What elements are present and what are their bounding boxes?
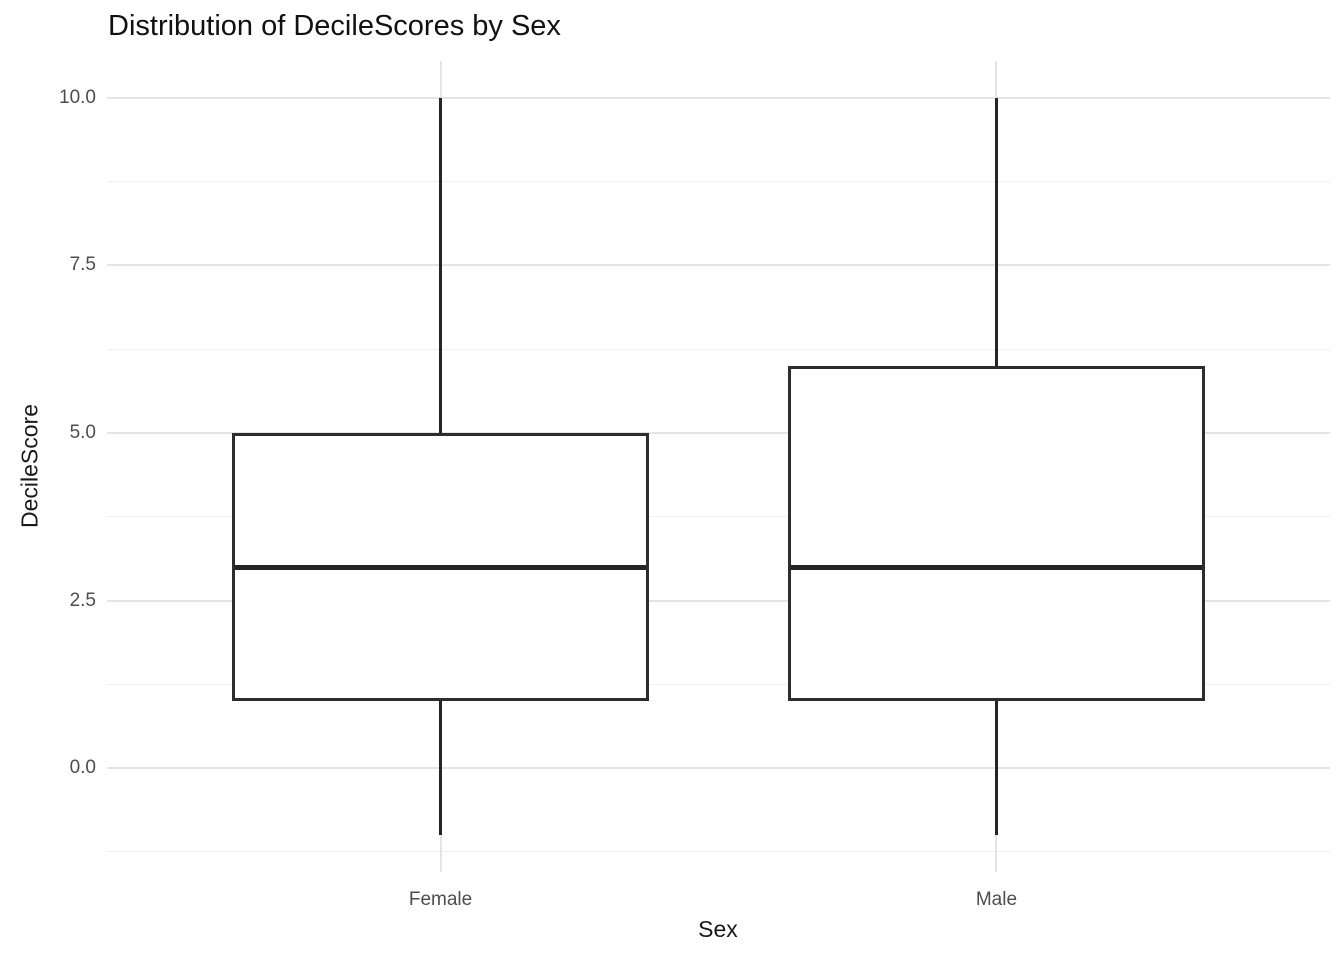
gridline-major — [107, 767, 1330, 770]
y-tick-label: 5.0 — [69, 421, 96, 443]
gridline-minor — [107, 851, 1330, 853]
y-tick-label: 7.5 — [69, 254, 96, 276]
median-line-male — [790, 564, 1202, 570]
median-line-female — [235, 564, 647, 570]
gridline-minor — [107, 181, 1330, 183]
gridline-minor — [107, 348, 1330, 350]
gridline-major — [107, 431, 1330, 434]
y-tick-label: 2.5 — [69, 589, 96, 611]
x-tick-label-male: Male — [975, 889, 1018, 910]
x-axis-title: Sex — [698, 916, 738, 942]
y-tick-label: 10.0 — [59, 86, 96, 108]
gridline-major — [107, 264, 1330, 267]
chart-title: Distribution of DecileScores by Sex — [108, 10, 561, 42]
boxplot-box-male — [787, 365, 1205, 702]
boxplot-box-female — [232, 432, 650, 702]
x-tick-label-female: Female — [408, 889, 473, 910]
y-tick-label: 0.0 — [69, 757, 96, 779]
gridline-minor — [107, 683, 1330, 685]
gridline-major — [107, 599, 1330, 602]
gridline-minor — [107, 516, 1330, 518]
gridline-major — [107, 96, 1330, 99]
